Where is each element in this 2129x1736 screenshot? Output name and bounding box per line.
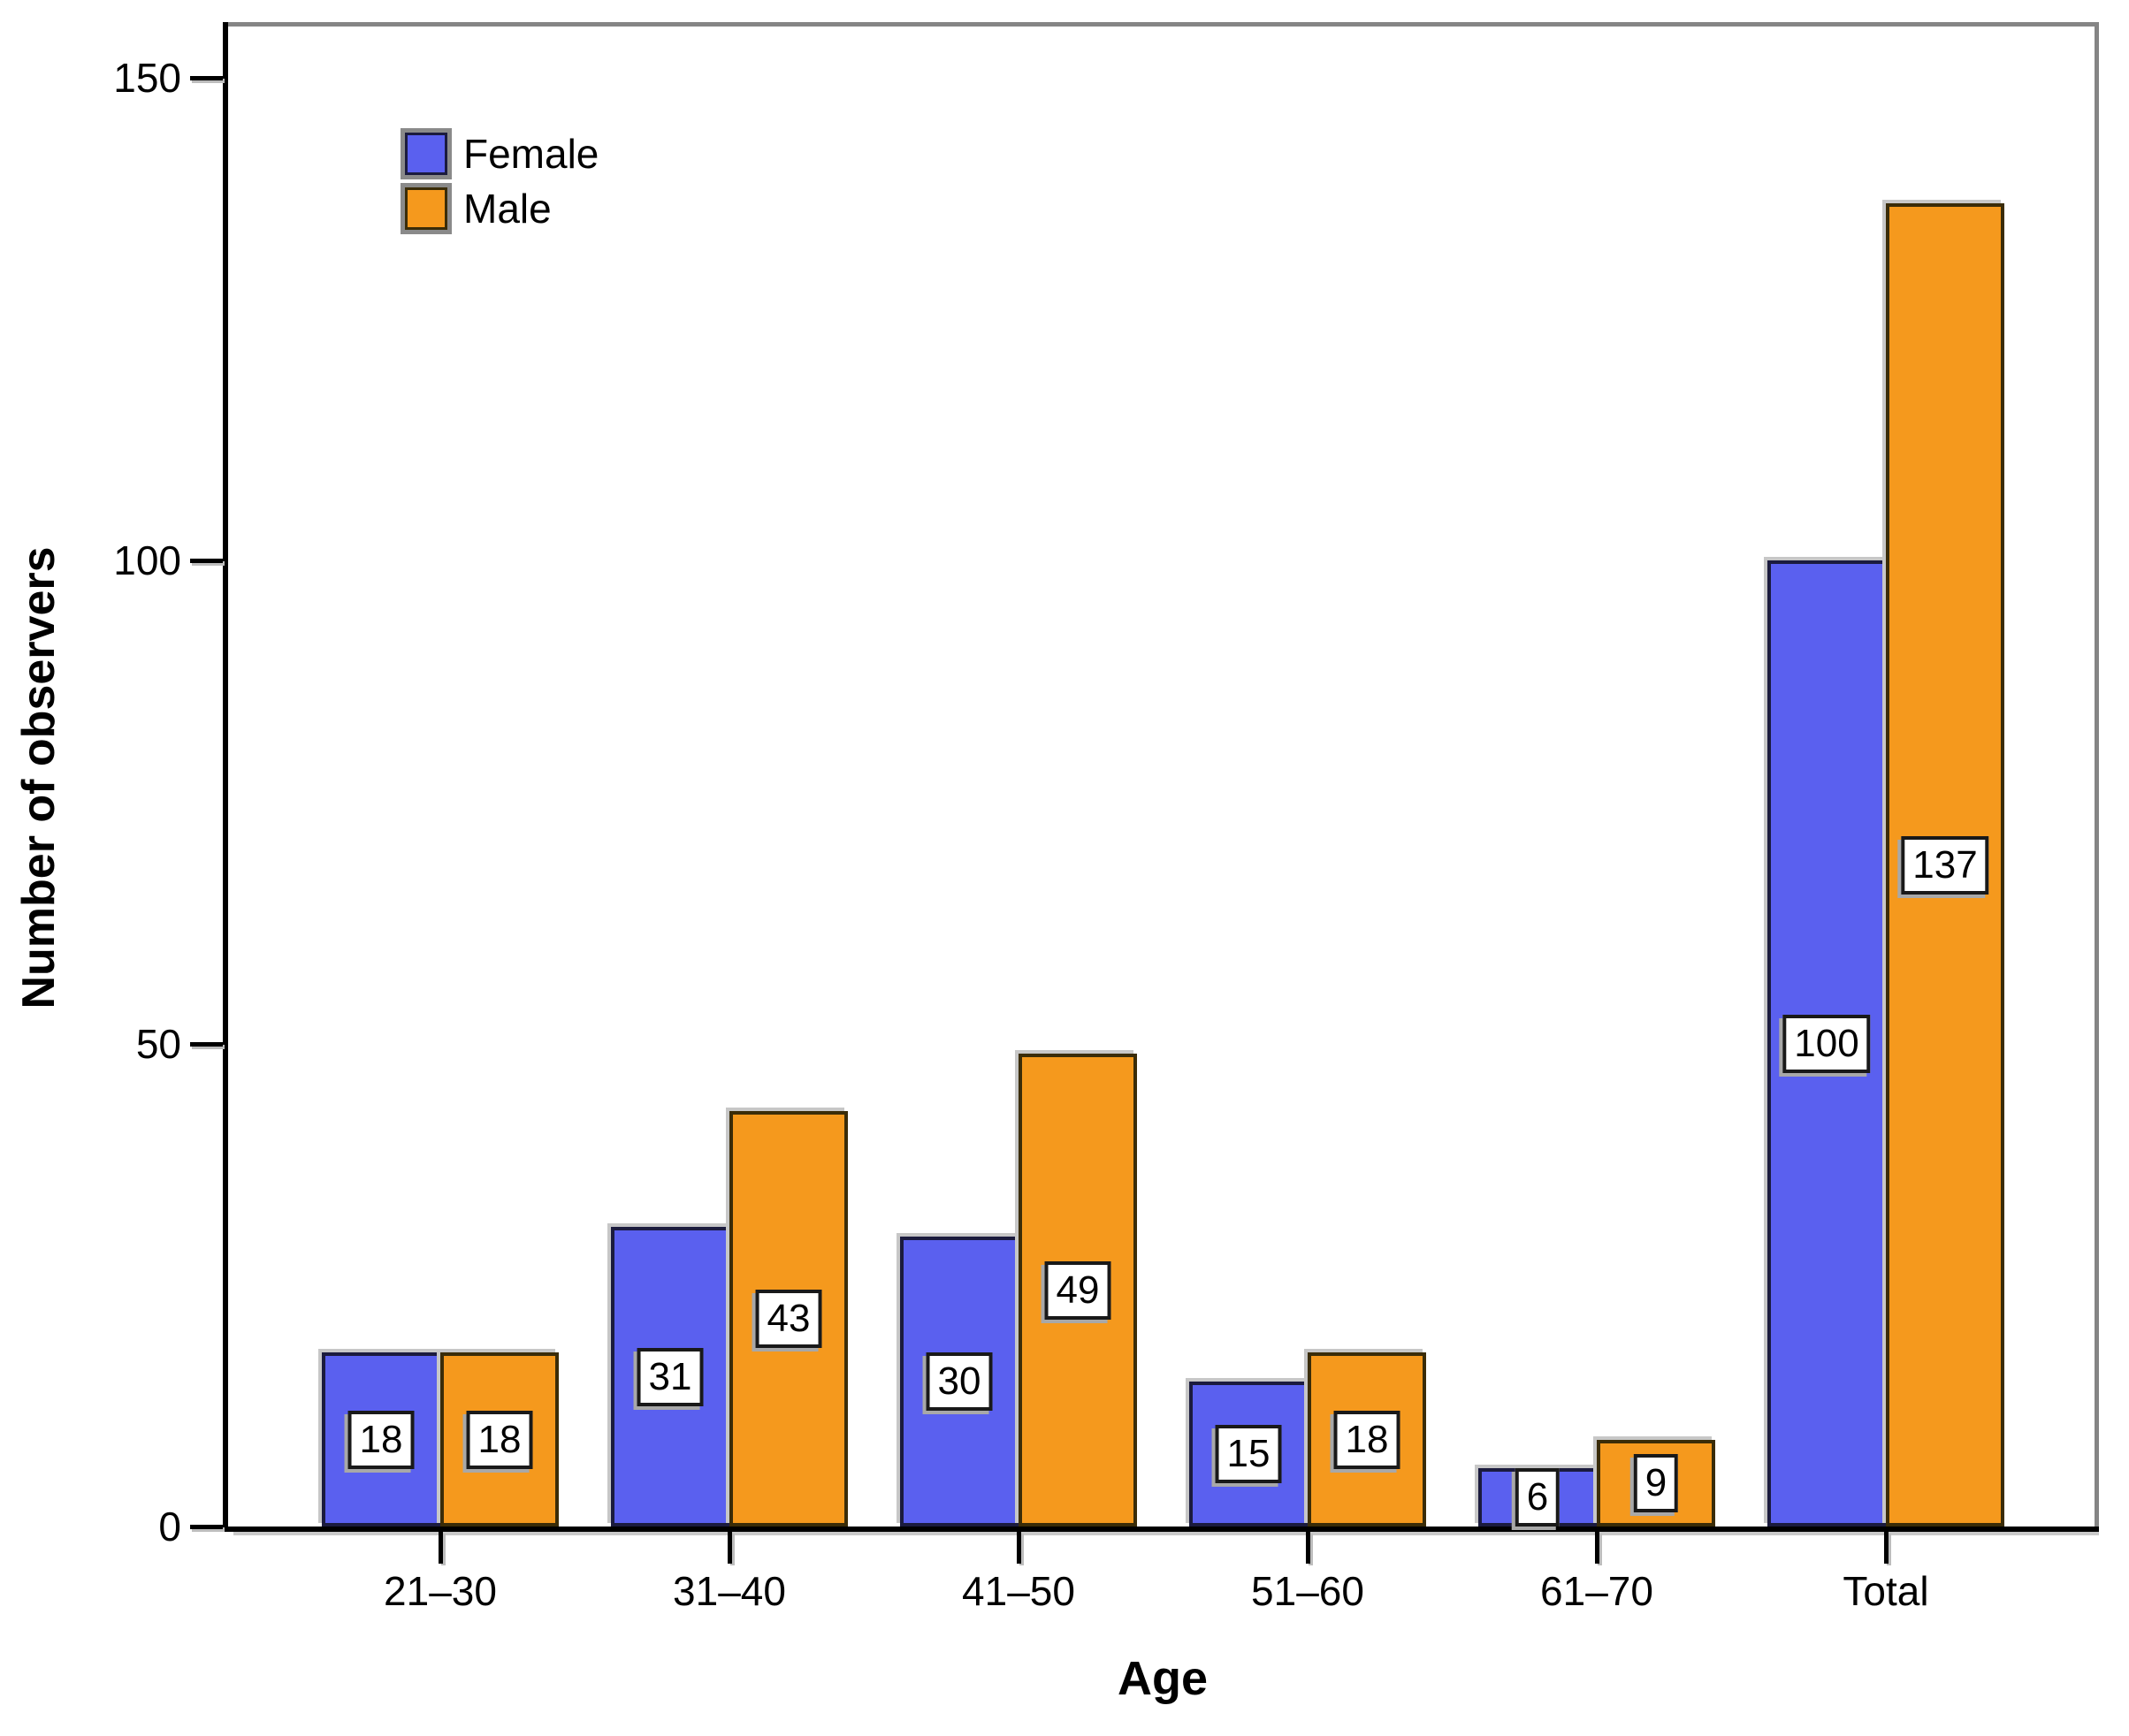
- x-tick-21-30: [439, 1532, 443, 1564]
- value-label-male-41-50: 49: [1044, 1260, 1111, 1320]
- y-tick-100: [190, 559, 223, 563]
- x-axis-title: Age: [1117, 1652, 1209, 1705]
- x-tick-label-51-60: 51–60: [1251, 1568, 1364, 1614]
- legend: Female Male: [400, 131, 599, 242]
- y-tick-label-150: 150: [113, 55, 181, 101]
- plot-frame-top: [223, 22, 2099, 27]
- legend-swatch-male: [405, 187, 447, 230]
- y-tick-label-100: 100: [113, 537, 181, 583]
- x-tick-61-70: [1595, 1532, 1599, 1564]
- value-label-male-31-40: 43: [755, 1290, 822, 1348]
- x-tick-total: [1884, 1532, 1889, 1564]
- value-label-male-21-30: 18: [466, 1410, 533, 1469]
- value-label-female-61-70: 6: [1515, 1468, 1561, 1527]
- x-tick-label-total: Total: [1843, 1568, 1929, 1614]
- x-axis-shadow: [233, 1532, 2099, 1535]
- legend-entry-female: Female: [400, 131, 599, 177]
- value-label-female-51-60: 15: [1215, 1425, 1282, 1483]
- plot-frame-right: [2095, 22, 2099, 1532]
- value-label-female-21-30: 18: [347, 1410, 415, 1469]
- legend-swatch-female: [405, 133, 447, 175]
- legend-entry-male: Male: [400, 186, 599, 232]
- value-label-female-total: 100: [1782, 1014, 1871, 1073]
- value-label-female-31-40: 31: [637, 1347, 704, 1406]
- x-tick-label-21-30: 21–30: [384, 1568, 497, 1614]
- x-tick-label-61-70: 61–70: [1540, 1568, 1653, 1614]
- value-label-male-total: 137: [1901, 835, 1989, 895]
- y-tick-label-50: 50: [135, 1021, 181, 1067]
- value-label-male-51-60: 18: [1333, 1410, 1400, 1469]
- value-label-female-41-50: 30: [926, 1352, 993, 1411]
- x-tick-51-60: [1306, 1532, 1310, 1564]
- plot-area: 18 18 31 43 30 49 15 18 6 9 100 137: [228, 27, 2097, 1527]
- y-tick-50: [190, 1042, 223, 1047]
- x-tick-41-50: [1017, 1532, 1021, 1564]
- legend-label-male: Male: [463, 186, 552, 232]
- y-axis-line: [223, 22, 228, 1532]
- value-label-male-61-70: 9: [1633, 1454, 1679, 1512]
- x-tick-31-40: [728, 1532, 732, 1564]
- x-tick-label-41-50: 41–50: [962, 1568, 1075, 1614]
- y-axis-title: Number of observers: [13, 546, 65, 1009]
- y-tick-150: [190, 76, 223, 80]
- x-axis-line: [223, 1527, 2099, 1532]
- x-tick-label-31-40: 31–40: [673, 1568, 786, 1614]
- y-tick-0: [190, 1525, 223, 1529]
- y-tick-label-0: 0: [158, 1504, 181, 1549]
- legend-label-female: Female: [463, 131, 599, 177]
